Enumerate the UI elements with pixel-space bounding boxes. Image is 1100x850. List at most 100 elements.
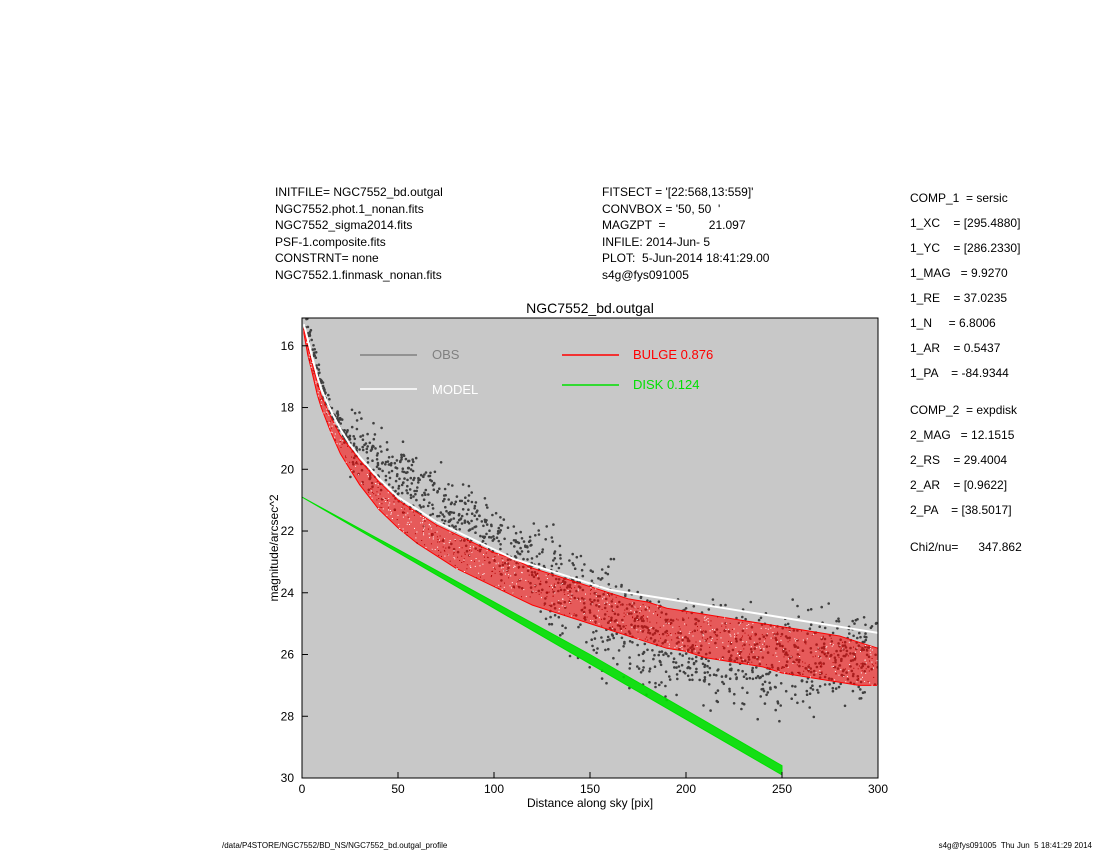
bulge-point bbox=[840, 647, 842, 649]
obs-point bbox=[415, 489, 419, 493]
bulge-point bbox=[675, 637, 677, 639]
obs-point bbox=[733, 692, 736, 696]
legend-label: OBS bbox=[432, 347, 460, 362]
obs-point bbox=[481, 539, 485, 543]
obs-point bbox=[765, 672, 768, 676]
obs-point bbox=[457, 513, 461, 517]
obs-point bbox=[541, 548, 545, 551]
obs-point bbox=[628, 656, 631, 659]
bulge-point bbox=[834, 679, 836, 681]
bulge-point bbox=[430, 525, 432, 527]
bulge-point bbox=[583, 612, 584, 614]
obs-point bbox=[735, 616, 738, 620]
obs-point bbox=[581, 574, 585, 578]
bulge-point bbox=[686, 612, 688, 614]
bulge-point bbox=[657, 614, 658, 616]
bulge-point bbox=[858, 665, 860, 667]
bulge-point bbox=[538, 593, 540, 595]
bulge-point bbox=[595, 588, 597, 590]
bulge-point bbox=[819, 650, 821, 652]
bulge-point bbox=[704, 619, 706, 621]
bulge-point bbox=[439, 541, 441, 543]
obs-point bbox=[371, 459, 374, 463]
bulge-point bbox=[623, 616, 625, 618]
bulge-point bbox=[868, 670, 870, 672]
bulge-point bbox=[570, 603, 572, 604]
bulge-point bbox=[668, 646, 670, 648]
bulge-point bbox=[328, 422, 330, 424]
bulge-point bbox=[595, 623, 597, 624]
obs-point bbox=[530, 543, 533, 547]
obs-point bbox=[514, 556, 518, 559]
obs-point bbox=[742, 702, 746, 706]
bulge-point bbox=[428, 524, 430, 526]
obs-point bbox=[615, 632, 618, 635]
bulge-point bbox=[643, 629, 645, 631]
bulge-point bbox=[440, 551, 442, 553]
bulge-point bbox=[749, 653, 751, 655]
bulge-point bbox=[442, 538, 444, 540]
bulge-point bbox=[738, 624, 740, 626]
bulge-point bbox=[457, 567, 458, 569]
bulge-point bbox=[604, 591, 606, 593]
obs-point bbox=[791, 684, 794, 688]
bulge-point bbox=[432, 538, 434, 540]
bulge-point bbox=[596, 615, 598, 617]
bulge-point bbox=[707, 618, 709, 619]
bulge-point bbox=[834, 670, 836, 672]
bulge-point bbox=[422, 517, 424, 518]
bulge-point bbox=[404, 508, 406, 510]
bulge-point bbox=[397, 514, 399, 516]
obs-point bbox=[732, 702, 736, 705]
bulge-point bbox=[590, 589, 592, 591]
bulge-point bbox=[306, 342, 308, 343]
bulge-point bbox=[835, 673, 837, 675]
obs-point bbox=[684, 607, 688, 610]
series-disk bbox=[302, 496, 783, 776]
bulge-point bbox=[658, 640, 660, 642]
obs-point bbox=[366, 461, 370, 464]
bulge-point bbox=[626, 612, 628, 614]
obs-point bbox=[676, 677, 679, 681]
bulge-point bbox=[854, 657, 856, 659]
obs-point bbox=[575, 575, 578, 579]
obs-point bbox=[375, 458, 379, 461]
obs-point bbox=[654, 685, 657, 689]
bulge-point bbox=[407, 512, 409, 514]
bulge-point bbox=[621, 630, 622, 632]
bulge-point bbox=[720, 637, 722, 639]
bulge-point bbox=[821, 663, 823, 665]
bulge-point bbox=[871, 663, 873, 665]
obs-point bbox=[709, 709, 712, 712]
series-bulge bbox=[303, 327, 878, 686]
bulge-point bbox=[724, 617, 726, 619]
bulge-point bbox=[498, 588, 500, 590]
obs-point bbox=[588, 666, 591, 669]
obs-point bbox=[366, 457, 370, 460]
bulge-point bbox=[715, 658, 717, 660]
obs-point bbox=[394, 466, 398, 469]
obs-point bbox=[728, 677, 732, 680]
bulge-point bbox=[552, 589, 553, 591]
bulge-point bbox=[309, 358, 311, 360]
bulge-point bbox=[453, 557, 455, 558]
obs-point bbox=[335, 412, 339, 415]
obs-point bbox=[433, 482, 436, 485]
bulge-point bbox=[831, 644, 833, 646]
obs-point bbox=[481, 535, 485, 538]
bulge-point bbox=[558, 608, 560, 610]
obs-point bbox=[678, 669, 682, 673]
obs-point bbox=[321, 384, 325, 388]
obs-point bbox=[407, 459, 410, 463]
bulge-point bbox=[762, 643, 764, 645]
bulge-point bbox=[632, 616, 634, 618]
bulge-point bbox=[543, 604, 545, 606]
bulge-point bbox=[811, 634, 813, 636]
obs-point bbox=[721, 680, 724, 684]
bulge-point bbox=[666, 623, 668, 625]
obs-point bbox=[577, 625, 580, 629]
obs-point bbox=[665, 652, 668, 656]
bulge-point bbox=[618, 624, 620, 626]
bulge-point bbox=[659, 608, 661, 610]
obs-point bbox=[348, 437, 352, 441]
